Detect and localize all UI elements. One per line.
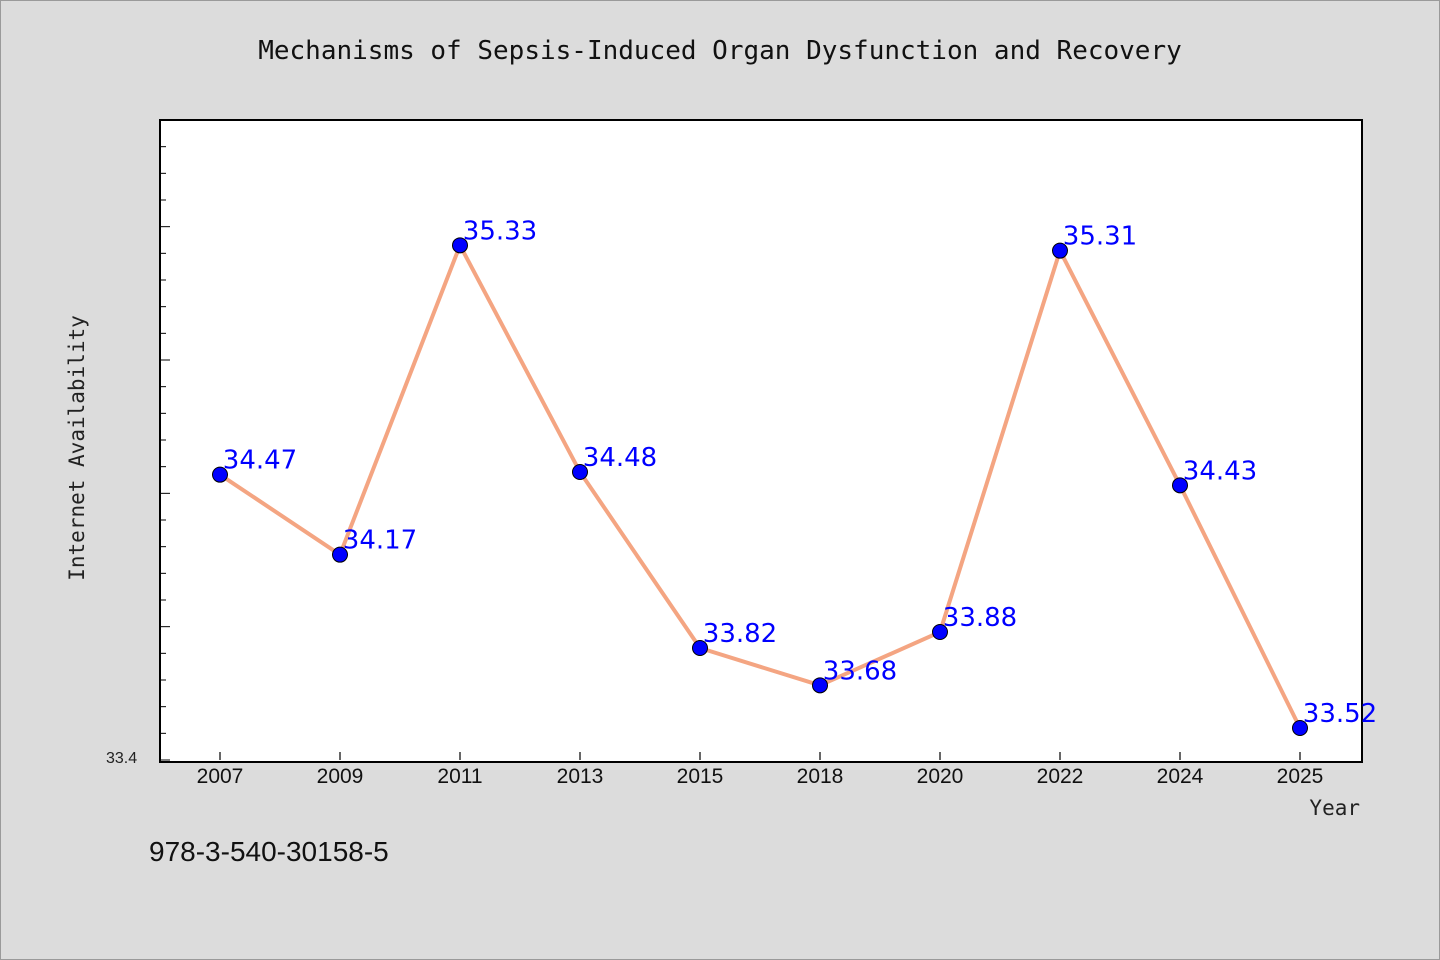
data-label: 35.31 [1063, 222, 1137, 252]
data-point [932, 624, 948, 640]
x-tick-label: 2011 [437, 765, 482, 788]
x-tick-label: 2022 [1037, 765, 1084, 788]
x-tick-label: 2025 [1277, 765, 1324, 788]
data-label: 33.68 [823, 656, 897, 686]
data-point [1052, 242, 1068, 259]
isbn-text: 978-3-540-30158-5 [149, 836, 389, 867]
data-label: 33.88 [943, 603, 1017, 633]
data-label: 34.17 [343, 526, 417, 556]
x-tick-label: 2020 [917, 765, 964, 788]
data-point [572, 464, 588, 480]
data-label: 34.43 [1183, 456, 1257, 486]
x-axis-label: Year [1309, 796, 1360, 820]
data-label: 35.33 [463, 216, 537, 246]
data-point [692, 640, 708, 656]
data-point [212, 466, 228, 483]
series-line [218, 243, 1302, 729]
x-tick-label: 2007 [197, 765, 244, 788]
data-label: 33.82 [703, 619, 777, 649]
x-tick-label: 2018 [797, 765, 844, 788]
data-point [812, 677, 828, 694]
data-point [452, 237, 468, 254]
data-point [1172, 477, 1188, 494]
data-label: 34.48 [583, 443, 657, 473]
y-tick-label: 33.4 [106, 750, 138, 767]
chart-title: Mechanisms of Sepsis-Induced Organ Dysfu… [258, 36, 1182, 66]
data-label: 34.47 [223, 446, 297, 476]
x-tick-label: 2013 [557, 765, 604, 788]
x-tick-label: 2009 [317, 765, 364, 788]
data-point [1292, 720, 1308, 736]
x-tick-label: 2024 [1157, 765, 1204, 788]
data-point [332, 546, 348, 563]
x-tick-label: 2015 [677, 765, 724, 788]
data-label: 33.52 [1303, 699, 1377, 729]
plot-area [159, 119, 1363, 763]
